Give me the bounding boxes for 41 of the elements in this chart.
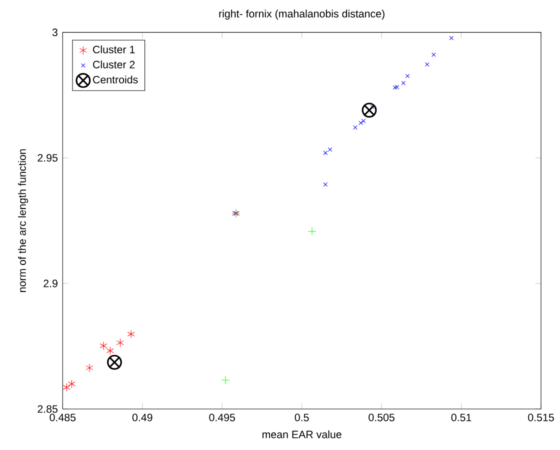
point	[107, 354, 122, 370]
point	[394, 84, 400, 90]
y-tick-label: 2.95	[38, 154, 58, 162]
x-tick-label: 0.505	[368, 414, 394, 422]
y-tick-label: 2.9	[44, 280, 58, 288]
x-axis-title: mean EAR value	[262, 430, 342, 438]
point	[116, 338, 124, 347]
x-tick-label: 0.495	[209, 414, 236, 422]
point	[358, 120, 363, 126]
x-tick-label: 0.515	[528, 414, 554, 422]
point	[323, 150, 328, 156]
legend-label: Cluster 1	[93, 45, 135, 54]
point	[425, 62, 430, 67]
point	[361, 118, 366, 124]
legend-label: Cluster 2	[93, 60, 135, 68]
point	[323, 182, 328, 187]
point	[449, 36, 454, 40]
point	[100, 341, 108, 350]
point	[308, 226, 316, 236]
point	[86, 364, 94, 372]
point	[362, 102, 377, 118]
point	[106, 346, 114, 356]
point	[221, 376, 230, 384]
point	[328, 147, 332, 152]
y-tick-label: 2.85	[38, 405, 58, 413]
point	[432, 52, 436, 57]
x-tick-label: 0.51	[451, 414, 472, 422]
point	[405, 74, 410, 78]
point	[127, 330, 135, 338]
point	[62, 383, 70, 392]
x-tick-label: 0.5	[294, 414, 309, 422]
x-tick-label: 0.485	[50, 414, 76, 422]
chart-title: right- fornix (mahalanobis distance)	[219, 10, 384, 20]
point	[392, 85, 398, 90]
point	[401, 80, 406, 86]
point	[68, 380, 76, 388]
y-tick-label: 3	[52, 28, 58, 36]
y-axis-title: norm of the arc length function	[18, 149, 28, 292]
legend-label: Centroids	[93, 76, 138, 84]
x-tick-label: 0.49	[132, 414, 152, 422]
point	[353, 125, 358, 130]
